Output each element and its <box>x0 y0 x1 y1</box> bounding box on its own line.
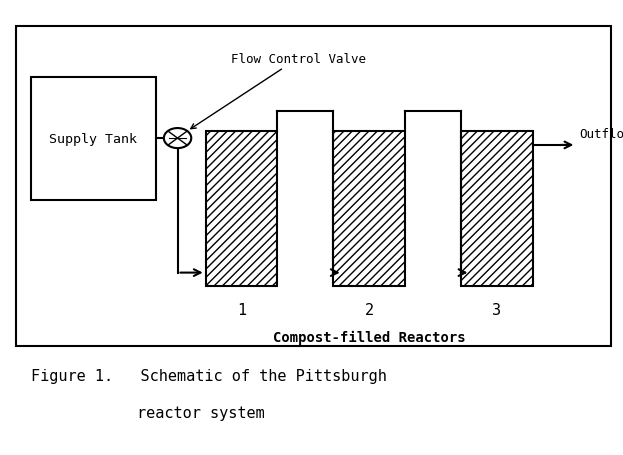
Text: Compost-filled Reactors: Compost-filled Reactors <box>273 330 465 344</box>
Bar <box>461 132 533 287</box>
Bar <box>16 27 611 346</box>
Text: Figure 1.   Schematic of the Pittsburgh: Figure 1. Schematic of the Pittsburgh <box>31 369 387 384</box>
Bar <box>206 132 277 287</box>
Circle shape <box>164 129 191 149</box>
Text: 1: 1 <box>237 303 246 318</box>
Text: 3: 3 <box>492 303 502 318</box>
Text: Flow Control Valve: Flow Control Valve <box>191 53 366 129</box>
Text: 2: 2 <box>364 303 374 318</box>
Text: Supply Tank: Supply Tank <box>49 132 138 145</box>
Text: Outflow: Outflow <box>579 128 623 141</box>
Text: reactor system: reactor system <box>137 405 265 420</box>
Bar <box>31 77 156 200</box>
Bar <box>333 132 405 287</box>
